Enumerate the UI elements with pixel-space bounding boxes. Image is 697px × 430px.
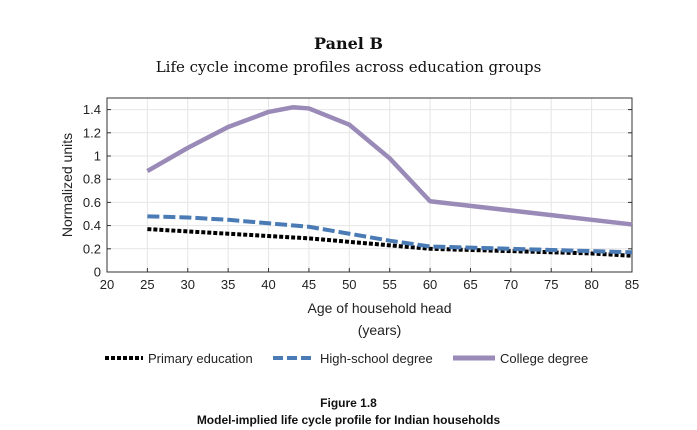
axis-ticks: 20 25 30 35 40 45 50 55 60 65 70 75 80 85 0 0.2 0.4 0.6 0.… <box>83 102 639 292</box>
chart-subtitle: Life cycle income profiles across educat… <box>155 58 542 76</box>
x-tick-label: 40 <box>261 277 275 292</box>
x-tick-label: 30 <box>181 277 195 292</box>
legend-label-primary: Primary education <box>148 350 253 366</box>
chart-title: Panel B <box>314 34 383 53</box>
y-tick-label: 0.4 <box>83 218 101 233</box>
legend-label-college: College degree <box>500 350 589 366</box>
series-lines <box>146 105 633 258</box>
line-chart: 20 25 30 35 40 45 50 55 60 65 70 75 80 85 0 0.2 0.4 0.6 0.… <box>59 97 639 338</box>
y-tick-label: 1.2 <box>83 125 101 140</box>
y-tick-label: 1 <box>94 149 101 164</box>
y-tick-label: 0 <box>94 265 101 280</box>
x-axis-unit-label: (years) <box>358 322 402 338</box>
x-tick-label: 35 <box>221 277 235 292</box>
y-tick-label: 0.2 <box>83 241 101 256</box>
x-tick-label: 20 <box>100 277 114 292</box>
y-tick-label: 0.8 <box>83 172 101 187</box>
figure-number: Figure 1.8 <box>320 396 377 410</box>
legend-label-high-school: High-school degree <box>320 350 433 366</box>
x-tick-label: 50 <box>342 277 356 292</box>
x-tick-label: 65 <box>463 277 477 292</box>
x-tick-label: 45 <box>302 277 316 292</box>
x-tick-label: 55 <box>382 277 396 292</box>
x-axis-label: Age of household head <box>307 300 451 316</box>
legend-item-high-school: High-school degree <box>272 348 433 368</box>
y-tick-label: 1.4 <box>83 102 101 117</box>
y-tick-label: 0.6 <box>83 195 101 210</box>
x-tick-label: 85 <box>625 277 639 292</box>
legend-swatch-primary <box>105 356 143 360</box>
x-tick-label: 70 <box>504 277 518 292</box>
legend: Primary education High-school degree Col… <box>0 348 697 368</box>
series-line-college-degree <box>146 105 633 227</box>
legend-item-college: College degree <box>452 348 588 368</box>
x-tick-label: 80 <box>584 277 598 292</box>
x-tick-label: 75 <box>544 277 558 292</box>
series-line-high-school-degree <box>147 214 633 255</box>
series-line-primary-education <box>147 227 633 258</box>
grid <box>106 98 633 273</box>
legend-item-primary: Primary education <box>104 348 253 368</box>
plot-area-frame <box>106 97 633 273</box>
y-axis-label: Normalized units <box>59 133 75 237</box>
x-tick-label: 25 <box>140 277 154 292</box>
figure-caption: Model-implied life cycle profile for Ind… <box>196 413 501 427</box>
x-tick-label: 60 <box>423 277 437 292</box>
legend-swatch-high-school <box>273 356 315 360</box>
legend-swatch-college <box>453 355 495 361</box>
